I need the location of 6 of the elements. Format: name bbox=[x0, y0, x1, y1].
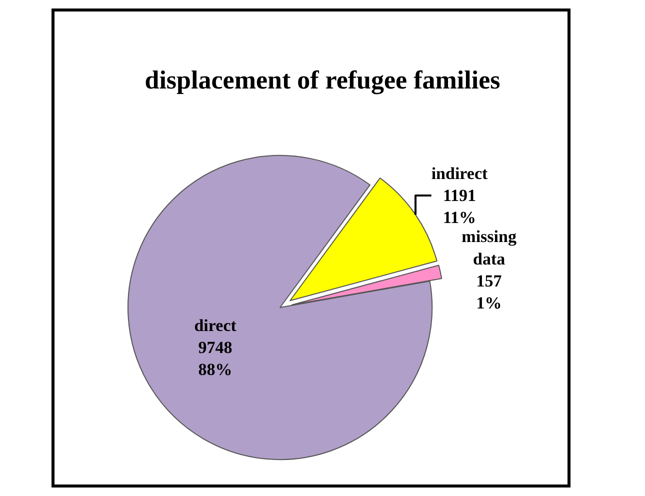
data-label: 157 1% bbox=[476, 271, 502, 312]
slice-label: indirect bbox=[431, 164, 488, 183]
slice-label: missing data bbox=[462, 227, 517, 268]
chart-title: displacement of refugee families bbox=[144, 65, 500, 94]
data-label: 9748 88% bbox=[198, 338, 232, 380]
slice-label: direct bbox=[194, 316, 237, 336]
